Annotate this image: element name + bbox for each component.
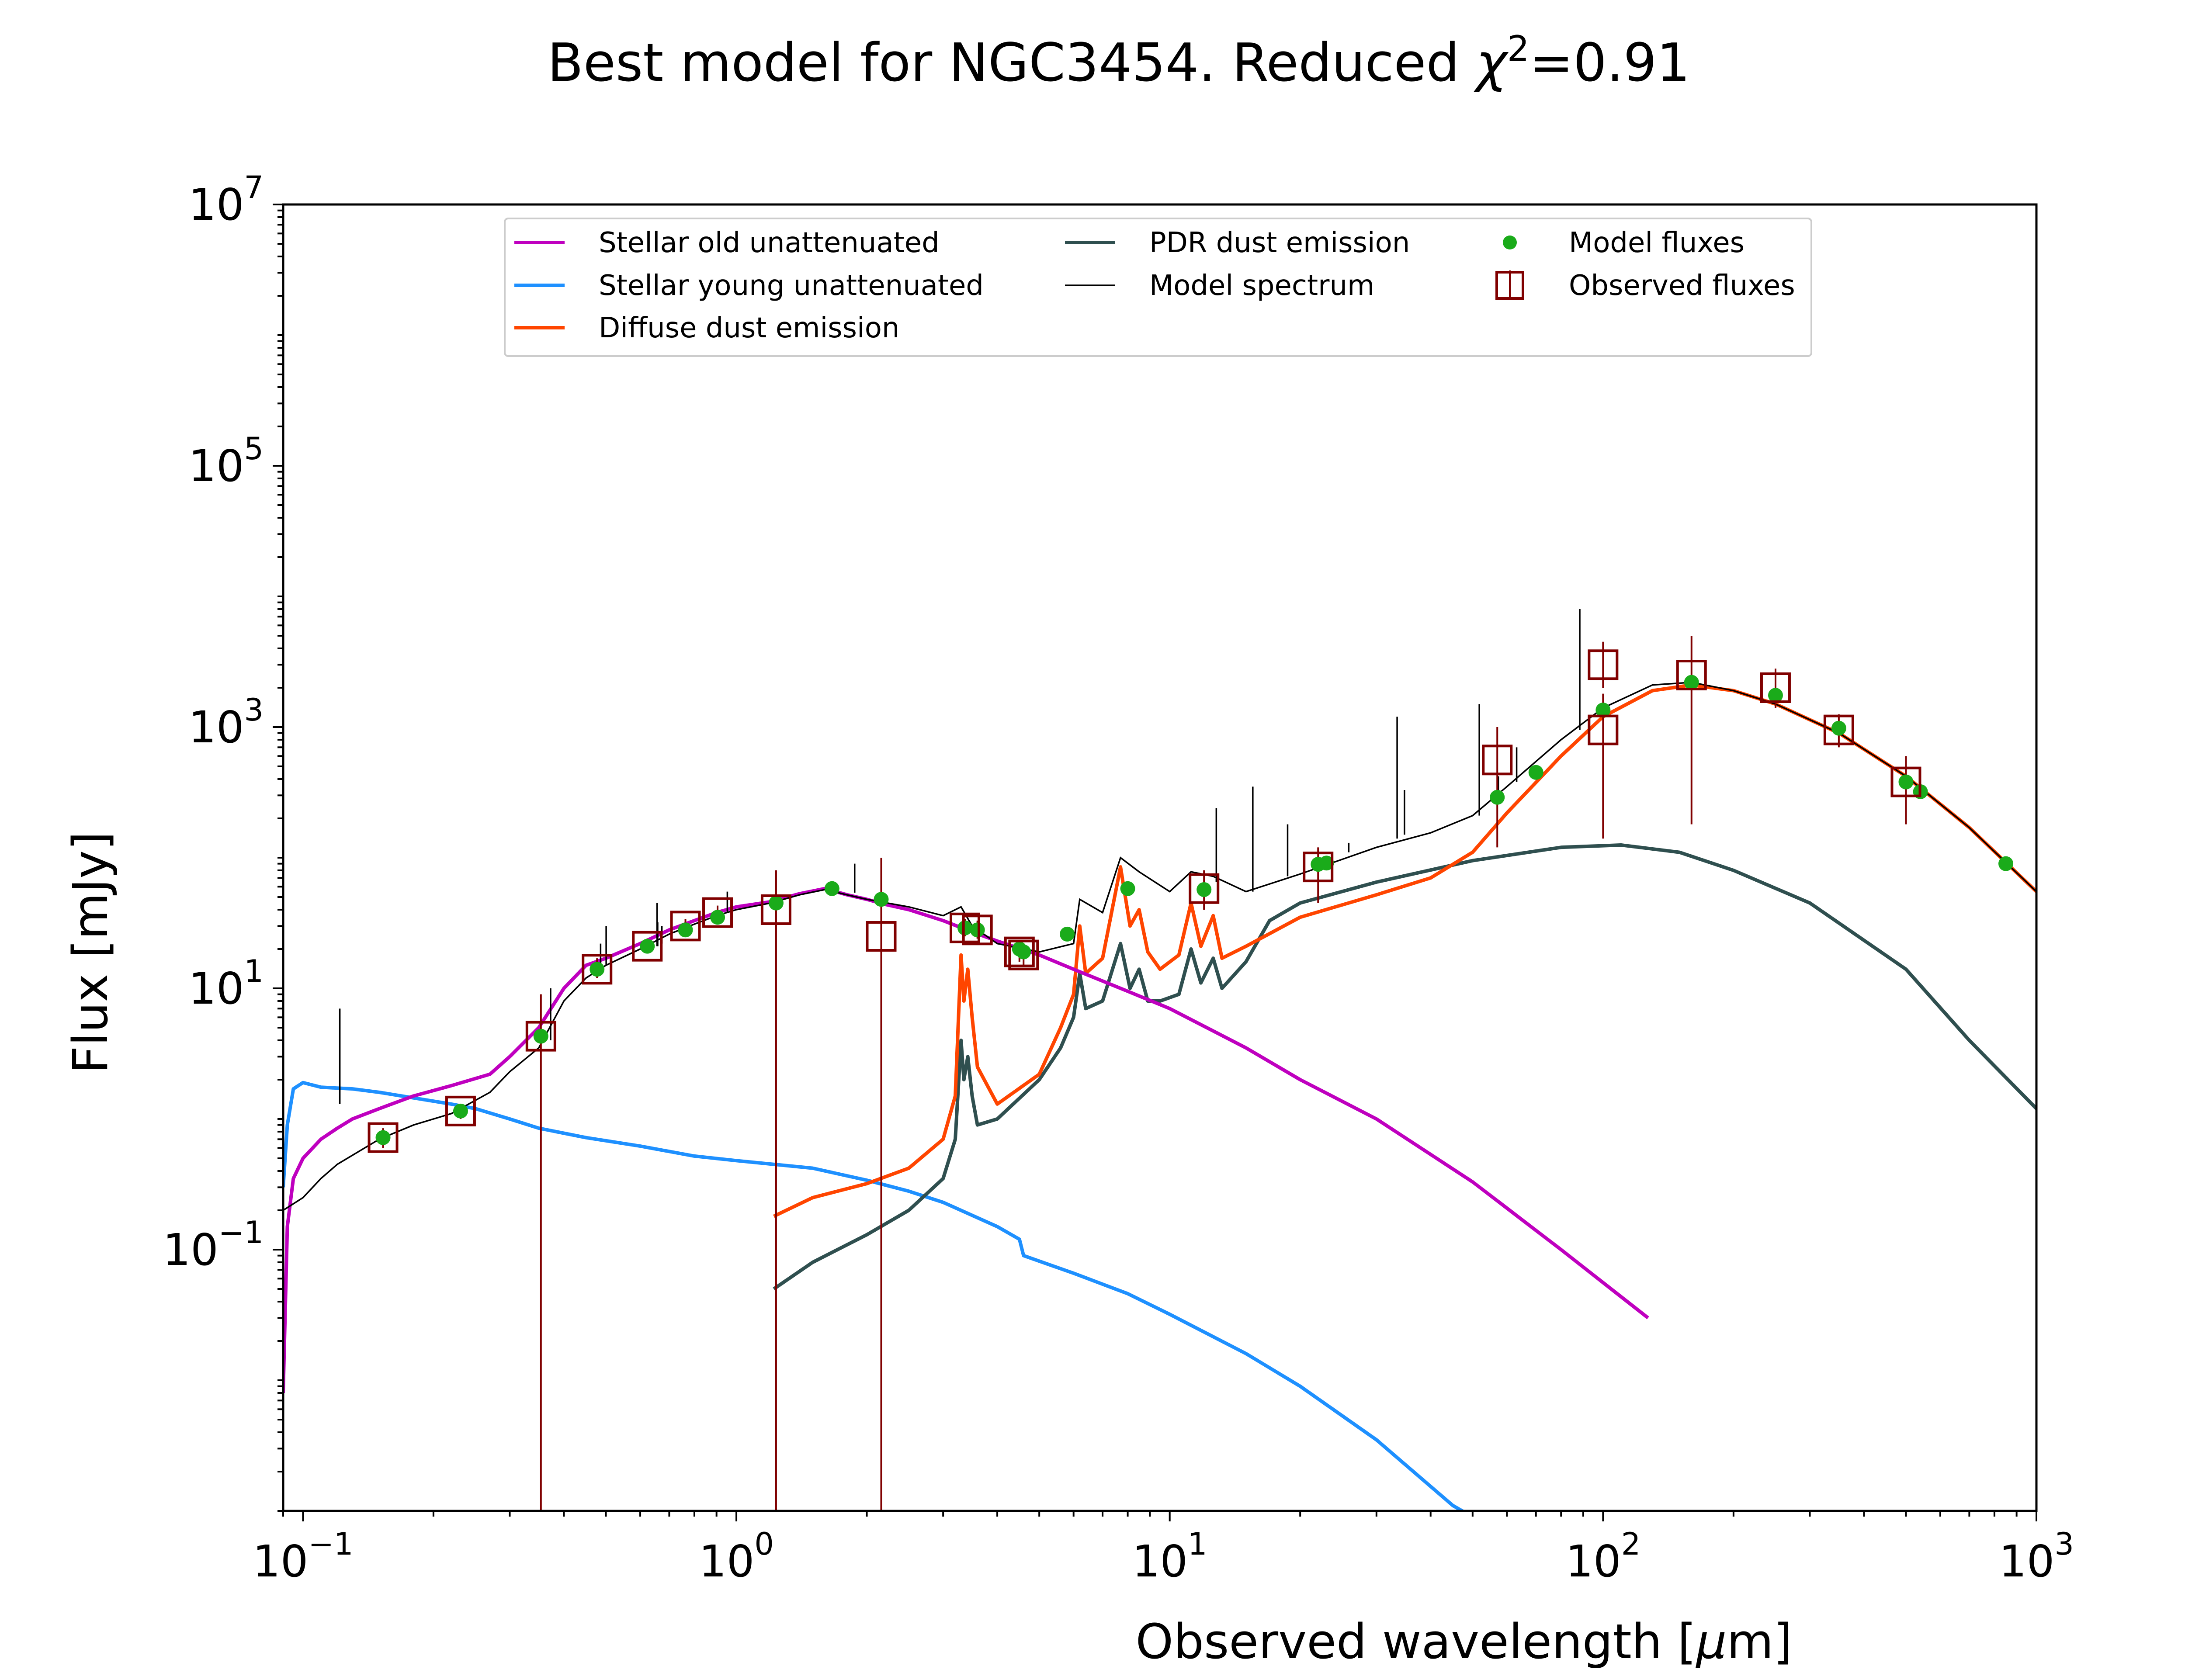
legend: Stellar old unattenuated Stellar young un… [504,218,1812,357]
legend-item-diffuse-dust-emission: Diffuse dust emission [514,312,899,344]
model-flux-point [1595,703,1611,718]
legend-item-stellar-young-unattenuated: Stellar young unattenuated [514,270,984,302]
observed-flux-marker [1588,714,1619,745]
observed-flux-marker [950,912,981,943]
model-flux-point [1831,720,1846,736]
observed-flux-marker [1189,873,1220,904]
model-flux-point [590,962,605,977]
series-line-stellar-old-unattenuated [283,887,1649,1393]
model-flux-point [957,920,973,935]
observed-flux-marker [1890,766,1921,797]
legend-label: PDR dust emission [1149,227,1410,259]
observed-flux-marker [1588,649,1619,680]
x-tick-label: 102 [1565,1526,1640,1587]
observed-flux-marker [525,1021,556,1052]
legend-label: Stellar old unattenuated [599,227,940,259]
legend-label: Model spectrum [1149,270,1374,302]
model-flux-point [1768,688,1783,703]
observed-flux-marker [632,931,663,962]
observed-flux-marker [1676,660,1707,691]
y-tick-label: 107 [188,170,264,230]
legend-box [504,218,1812,357]
legend-item-stellar-old-unattenuated: Stellar old unattenuated [514,227,940,259]
series-line-stellar-young-unattenuated [283,1081,1466,1511]
model-flux-point [1528,765,1543,780]
model-flux-point [1060,926,1075,942]
y-tick-label: 10−1 [163,1215,264,1275]
y-axis-label: Flux [mJy] [62,831,118,1074]
model-flux-point [678,922,693,938]
model-flux-point [710,910,725,925]
observed-flux-marker [1760,672,1791,703]
observed-flux-marker [760,894,791,925]
x-tick-label: 10−1 [253,1526,353,1587]
y-tick-label: 105 [188,431,264,492]
plot-frame [282,203,2038,1512]
model-flux-point [1120,881,1135,896]
observed-flux-marker [445,1095,476,1126]
model-flux-point [1490,790,1505,805]
x-tick-label: 101 [1132,1526,1207,1587]
observed-flux-marker [368,1122,399,1153]
legend-item-model-spectrum: Model spectrum [1065,270,1374,302]
model-flux-point [1016,944,1031,960]
x-tick-label: 100 [699,1526,774,1587]
series-line-diffuse-dust-emission [773,683,2036,1218]
model-flux-point [1898,774,1914,790]
legend-item-observed-fluxes: Observed fluxes [1495,270,1795,302]
observed-flux-marker [670,911,701,942]
y-tick-label: 101 [188,953,264,1014]
legend-item-model-fluxes: Model fluxes [1503,227,1745,259]
plot-layer [283,609,2036,1511]
x-tick-label: 103 [1999,1526,2074,1587]
observed-flux-marker [702,897,733,928]
model-flux-point [768,895,784,911]
observed-flux-marker [1008,939,1039,970]
legend-label: Model fluxes [1569,227,1745,259]
legend-label: Diffuse dust emission [599,312,899,344]
model-flux-point [453,1103,468,1119]
legend-marker-model-fluxes [1503,236,1517,249]
model-flux-point [970,922,985,938]
legend-label: Stellar young unattenuated [599,270,984,302]
observed-flux-marker [1482,745,1513,776]
observed-flux-marker [962,914,993,946]
legend-marker-observed-fluxes [1495,271,1524,300]
y-tick-label: 103 [188,692,264,753]
model-flux-point [1684,675,1699,690]
observed-flux-marker [1823,714,1854,745]
chart-title: Best model for NGC3454. Reduced χ2=0.91 [548,28,1690,94]
observed-flux-marker [1004,936,1035,967]
legend-item-pdr-dust-emission: PDR dust emission [1065,227,1410,259]
model-flux-point [640,939,655,954]
model-flux-point [824,881,839,896]
model-flux-point [533,1029,548,1044]
legend-label: Observed fluxes [1569,270,1795,302]
model-flux-point [1998,856,2014,871]
model-flux-point [1197,882,1212,897]
observed-flux-marker [1303,852,1334,883]
observed-flux-marker [582,954,613,985]
axes-layer: 10−1 100 101 102 103 10−1 101 103 105 107 [163,170,2074,1587]
model-flux-point [874,892,889,907]
model-flux-point [375,1130,391,1145]
plot-area [283,609,2036,1511]
model-flux-point [1319,856,1334,871]
x-axis-label: Observed wavelength [μm] [1136,1614,1793,1670]
observed-flux-marker [866,921,897,952]
series-line-pdr-dust-emission [773,843,2036,1291]
